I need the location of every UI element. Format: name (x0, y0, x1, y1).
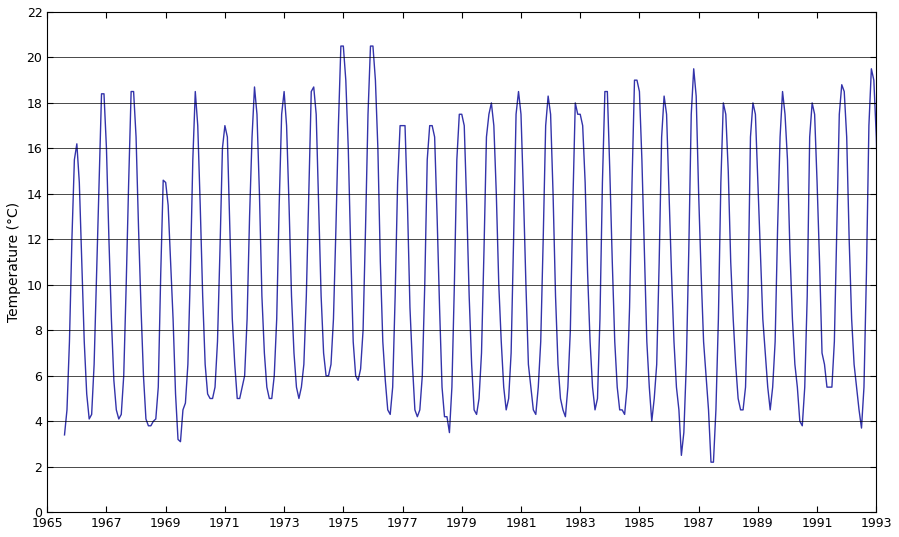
Y-axis label: Temperature (°C): Temperature (°C) (7, 202, 21, 322)
